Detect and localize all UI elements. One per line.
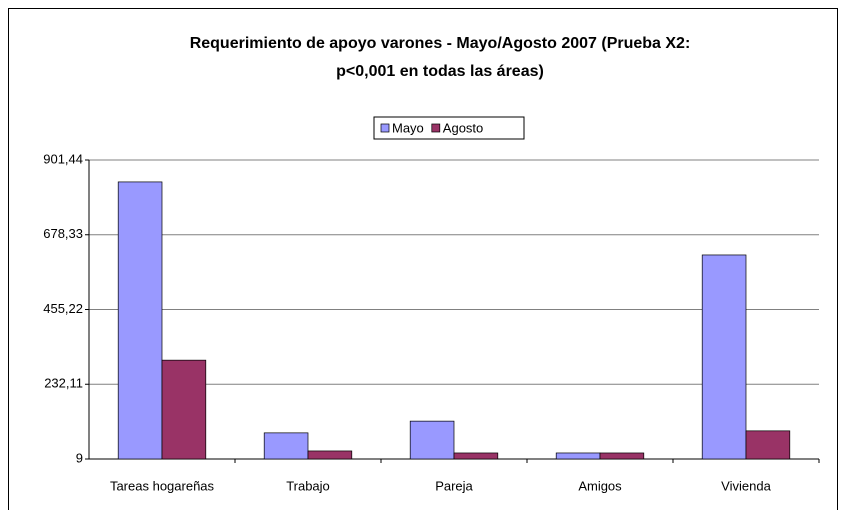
bar (701, 254, 747, 460)
bar (263, 432, 309, 460)
bar (409, 420, 455, 460)
bar (599, 452, 645, 460)
x-tick-label: Amigos (578, 478, 622, 493)
y-tick-label: 678,33 (43, 226, 83, 241)
x-tick-label: Vivienda (721, 478, 771, 493)
x-tick-label: Trabajo (286, 478, 330, 493)
bar (307, 450, 353, 460)
chart-title: p<0,001 en todas las áreas) (336, 63, 544, 80)
y-tick-label: 232,11 (44, 376, 83, 391)
legend-swatch (380, 123, 390, 133)
y-tick-label: 455,22 (43, 301, 83, 316)
bar (453, 452, 499, 460)
y-tick-label: 901,44 (43, 151, 83, 166)
legend-label: Mayo (392, 120, 424, 135)
legend-label: Agosto (443, 120, 483, 135)
legend-box (373, 116, 525, 140)
chart-title: Requerimiento de apoyo varones - Mayo/Ag… (190, 35, 691, 52)
y-tick-label: 9 (76, 450, 83, 465)
bar (745, 430, 791, 460)
x-tick-label: Pareja (435, 478, 473, 493)
x-tick-label: Tareas hogareñas (110, 478, 215, 493)
bar (117, 181, 163, 460)
bar (161, 359, 207, 460)
bar (555, 452, 601, 460)
legend-swatch (431, 123, 441, 133)
